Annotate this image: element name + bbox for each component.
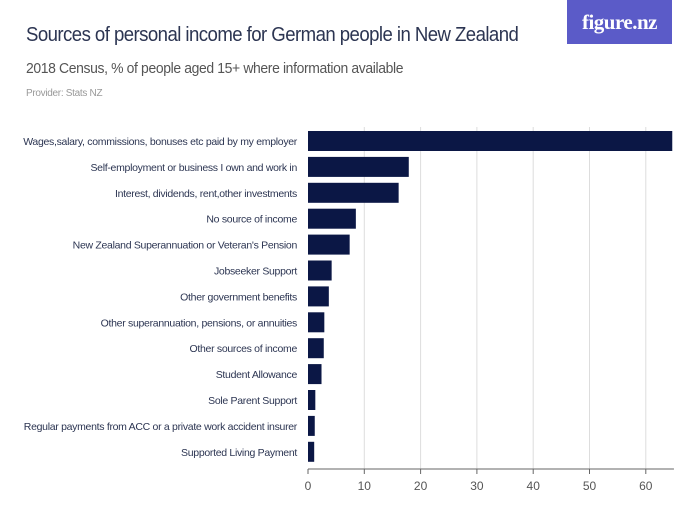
category-label: Sole Parent Support (208, 395, 297, 407)
category-label: Wages,salary, commissions, bonuses etc p… (23, 136, 298, 148)
bar (308, 338, 324, 359)
x-tick-label: 30 (470, 479, 484, 493)
x-tick-label: 10 (358, 479, 372, 493)
bar (308, 286, 329, 307)
category-label: New Zealand Superannuation or Veteran's … (73, 240, 298, 252)
category-label: Other superannuation, pensions, or annui… (101, 317, 297, 329)
bar (308, 415, 315, 436)
bar (308, 156, 409, 177)
bar (308, 131, 673, 151)
bar (308, 441, 315, 462)
bar (308, 312, 325, 333)
category-label: Regular payments from ACC or a private w… (24, 421, 298, 433)
bar (308, 260, 332, 281)
bar (308, 208, 356, 229)
category-label: No source of income (206, 214, 297, 226)
category-label: Other government benefits (180, 291, 297, 303)
figure-nz-logo[interactable]: figure.nz (567, 0, 672, 44)
category-label: Other sources of income (190, 343, 298, 355)
category-label: Student Allowance (216, 369, 298, 381)
x-tick-label: 20 (414, 479, 428, 493)
chart-subtitle: 2018 Census, % of people aged 15+ where … (26, 60, 404, 77)
chart-title: Sources of personal income for German pe… (26, 24, 519, 46)
category-label: Self-employment or business I own and wo… (90, 162, 297, 174)
x-tick-label: 50 (583, 479, 597, 493)
category-label: Jobseeker Support (214, 266, 297, 278)
x-tick-label: 40 (527, 479, 541, 493)
bar (308, 182, 399, 203)
x-tick-label: 60 (639, 479, 653, 493)
category-label: Interest, dividends, rent,other investme… (115, 188, 297, 200)
bar (308, 234, 350, 255)
provider-label: Provider: Stats NZ (26, 88, 103, 99)
x-tick-label: 0 (305, 479, 312, 493)
category-label: Supported Living Payment (181, 447, 297, 459)
bar (308, 390, 316, 410)
bar (308, 364, 322, 385)
